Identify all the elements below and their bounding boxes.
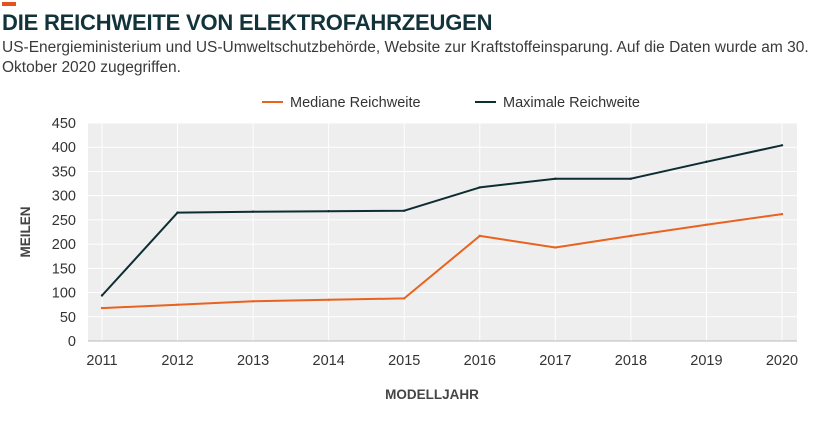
data-point (100, 306, 104, 310)
y-tick-label: 350 (52, 164, 76, 180)
series-line-median (101, 213, 783, 310)
data-point (780, 144, 784, 147)
y-axis-title: MEILEN (18, 206, 33, 257)
y-tick-label: 50 (60, 310, 76, 326)
data-point (251, 210, 255, 213)
x-axis-title: MODELLJAHR (385, 387, 479, 402)
data-point (705, 223, 708, 226)
y-tick-label: 300 (52, 189, 76, 205)
data-point (554, 246, 557, 249)
data-point (403, 209, 406, 212)
data-point (629, 234, 633, 238)
x-tick-label: 2018 (615, 353, 647, 369)
chart-title: DIE REICHWEITE VON ELEKTROFAHRZEUGEN (2, 10, 493, 35)
x-tick-label: 2012 (161, 353, 193, 369)
data-point (100, 294, 104, 297)
data-point (327, 298, 330, 302)
y-tick-label: 100 (52, 286, 76, 302)
x-tick-label: 2014 (313, 353, 345, 369)
x-tick-label: 2011 (86, 353, 117, 369)
chart-subtitle: US-Energieministerium und US-Umweltschut… (2, 39, 809, 76)
data-point (251, 300, 255, 303)
data-point (554, 177, 557, 180)
x-tick-label: 2013 (237, 353, 269, 369)
x-tick-label: 2019 (690, 353, 722, 369)
data-point (705, 160, 708, 163)
series-line-max (101, 144, 783, 297)
data-point (176, 303, 179, 306)
data-point (327, 209, 330, 213)
x-tick-label: 2015 (388, 353, 420, 369)
data-point (176, 211, 179, 214)
x-tick-label: 2020 (766, 353, 798, 369)
legend-label: Mediane Reichweite (290, 95, 421, 111)
data-point (780, 212, 784, 216)
y-tick-label: 450 (52, 116, 76, 132)
x-tick-label: 2016 (464, 353, 496, 369)
plot-area (88, 123, 797, 341)
legend-label: Maximale Reichweite (503, 95, 640, 111)
x-tick-label: 2017 (539, 353, 571, 369)
data-point (478, 234, 481, 238)
data-point (629, 177, 633, 180)
accent-bar (2, 2, 16, 6)
y-tick-label: 0 (68, 334, 76, 350)
y-tick-label: 250 (52, 213, 76, 229)
y-tick-label: 400 (52, 140, 76, 156)
data-point (403, 297, 406, 300)
y-tick-label: 150 (52, 261, 76, 277)
data-point (478, 186, 481, 189)
y-tick-label: 200 (52, 237, 76, 253)
